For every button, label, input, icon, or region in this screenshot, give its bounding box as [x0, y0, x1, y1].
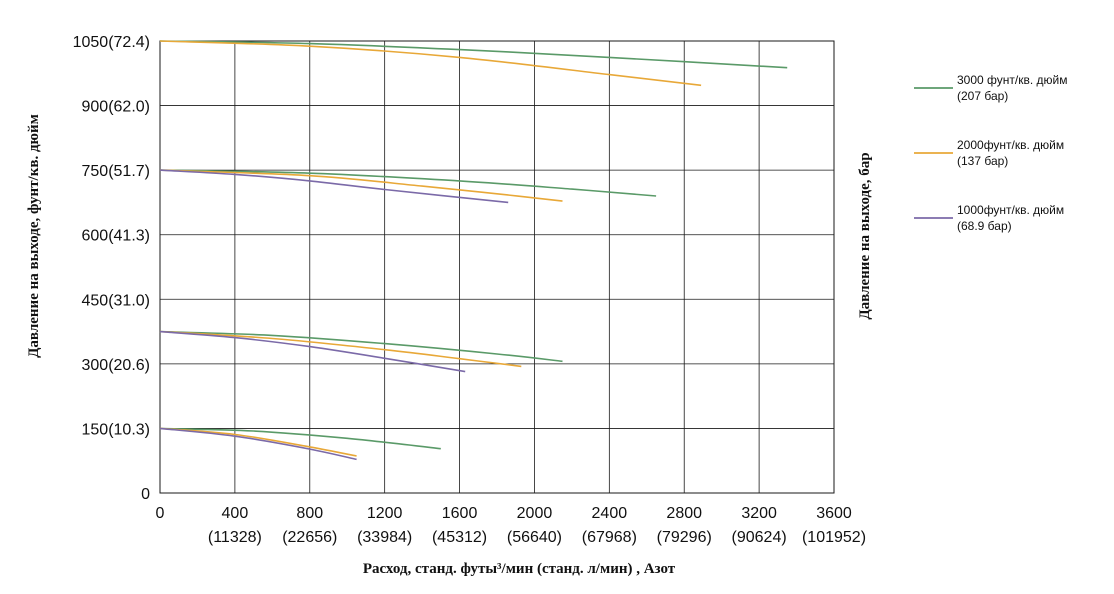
x-tick-sublabel-3: (33984) [357, 529, 412, 546]
series-1-line-1 [159, 169, 563, 202]
x-tick-label-3: 1200 [367, 505, 403, 522]
x-tick-sublabel-9: (101952) [802, 529, 866, 546]
series-0-line-1 [159, 169, 657, 197]
x-tick-label-0: 0 [156, 505, 165, 522]
x-tick-label-9: 3600 [816, 505, 852, 522]
y2-axis-title: Давление на выходе, бар [857, 152, 873, 319]
x-tick-label-8: 3200 [741, 505, 777, 522]
legend-label-2-0: 1000фунт/кв. дюйм [957, 203, 1064, 217]
x-tick-sublabel-5: (56640) [507, 529, 562, 546]
series-1-line-0 [159, 40, 702, 87]
x-tick-sublabel-4: (45312) [432, 529, 487, 546]
y-tick-label-3: 450(31.0) [82, 292, 151, 309]
legend-label-2-1: (68.9 бар) [957, 219, 1012, 233]
series-0-line-2 [159, 330, 563, 363]
grid-layer [159, 40, 835, 494]
x-tick-sublabel-7: (79296) [657, 529, 712, 546]
y-tick-label-4: 600(41.3) [82, 228, 151, 245]
y-tick-label-2: 300(20.6) [82, 357, 151, 374]
x-axis-title: Расход, станд. футы³/мин (станд. л/мин) … [363, 561, 676, 577]
y-tick-label-0: 0 [141, 486, 150, 503]
series-2-line-1 [159, 330, 466, 373]
series-0-line-3 [159, 427, 441, 450]
series-1-line-3 [159, 427, 357, 457]
x-tick-sublabel-1: (11328) [208, 529, 262, 546]
x-tick-label-4: 1600 [442, 505, 478, 522]
y-tick-labels: 0 150(10.3) 300(20.6) 450(31.0) 600(41.3) 750… [73, 34, 150, 503]
series-layer [159, 40, 788, 461]
plot-frame [159, 40, 835, 494]
x-tick-label-1: 400 [222, 505, 249, 522]
series-0-line-0 [159, 40, 788, 69]
x-tick-label-2: 800 [296, 505, 323, 522]
x-tick-sublabel-2: (22656) [282, 529, 337, 546]
x-tick-label-6: 2400 [592, 505, 628, 522]
y-axis-title: Давление на выходе, фунт/кв. дюйм [26, 114, 42, 358]
series-2-line-2 [159, 427, 357, 461]
x-tick-sublabel-6: (67968) [582, 529, 637, 546]
x-tick-labels: 0 400 (11328) 800 (22656) 1200 (33984) 1600 (453… [156, 505, 866, 546]
y-tick-label-1: 150(10.3) [82, 421, 151, 438]
y-tick-label-7: 1050(72.4) [73, 34, 150, 51]
y-tick-label-6: 900(62.0) [82, 99, 151, 116]
series-2-line-0 [159, 169, 509, 204]
series-1-line-2 [159, 330, 522, 368]
y-tick-label-5: 750(51.7) [82, 163, 151, 180]
x-tick-label-7: 2800 [666, 505, 702, 522]
legend-label-1-1: (137 бар) [957, 154, 1008, 168]
legend: 3000 фунт/кв. дюйм (207 бар) 2000фунт/кв. … [914, 73, 1067, 233]
legend-label-0-1: (207 бар) [957, 89, 1008, 103]
legend-label-1-0: 2000фунт/кв. дюйм [957, 138, 1064, 152]
x-tick-label-5: 2000 [517, 505, 553, 522]
x-tick-sublabel-8: (90624) [732, 529, 787, 546]
legend-label-0-0: 3000 фунт/кв. дюйм [957, 73, 1067, 87]
